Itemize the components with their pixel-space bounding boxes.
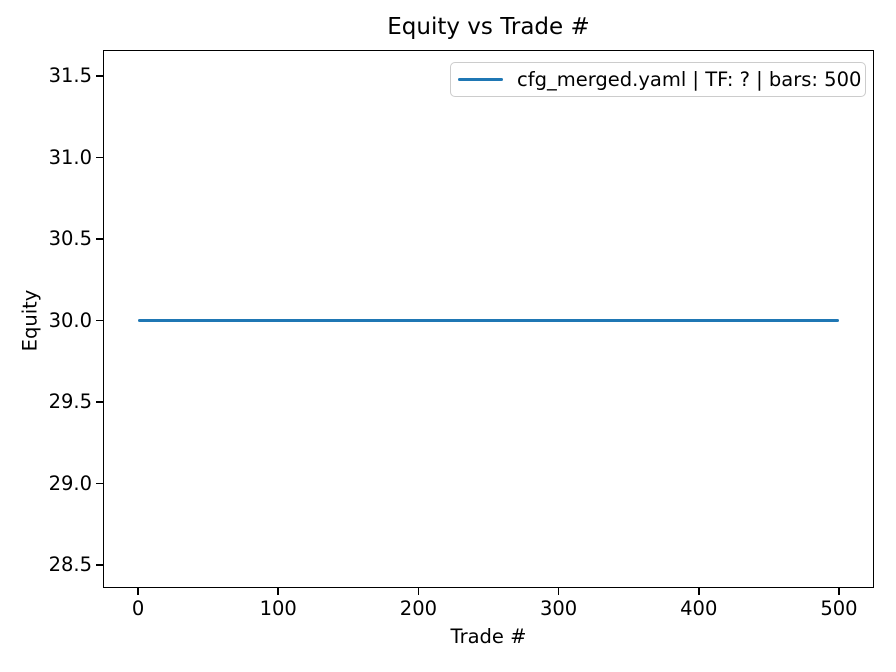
y-tick-label: 28.5 [48, 553, 92, 577]
y-tick-label: 30.5 [48, 227, 92, 251]
y-tick-mark [96, 564, 103, 566]
legend: cfg_merged.yaml | TF: ? | bars: 500 [450, 62, 866, 97]
x-tick-mark [838, 588, 840, 595]
y-tick-label: 30.0 [48, 308, 92, 332]
y-tick-label: 29.0 [48, 471, 92, 495]
y-tick-label: 29.5 [48, 390, 92, 414]
x-tick-mark [417, 588, 420, 595]
legend-label: cfg_merged.yaml | TF: ? | bars: 500 [517, 68, 862, 91]
y-tick-mark [96, 482, 103, 485]
x-axis-label: Trade # [450, 625, 527, 648]
x-tick-mark [277, 588, 279, 595]
x-tick-label: 200 [399, 597, 438, 620]
legend-line-sample-icon [458, 77, 503, 82]
x-tick-label: 400 [680, 597, 718, 620]
y-tick-label: 31.5 [48, 64, 92, 88]
y-tick-mark [96, 401, 103, 403]
y-tick-mark [96, 156, 103, 159]
plot-area [103, 50, 874, 588]
y-tick-mark [96, 319, 103, 322]
y-tick-mark [96, 238, 103, 240]
chart-title: Equity vs Trade # [387, 14, 590, 40]
x-tick-mark [557, 588, 560, 595]
x-tick-mark [137, 588, 139, 595]
y-tick-label: 31.0 [48, 145, 92, 169]
y-tick-mark [96, 75, 103, 77]
y-axis-label: Equity [18, 289, 42, 352]
series-line-equity [138, 319, 839, 323]
x-tick-label: 100 [259, 597, 297, 620]
x-tick-label: 300 [539, 597, 578, 620]
x-tick-label: 0 [131, 597, 145, 620]
x-tick-label: 500 [820, 597, 858, 620]
x-tick-mark [698, 588, 700, 595]
